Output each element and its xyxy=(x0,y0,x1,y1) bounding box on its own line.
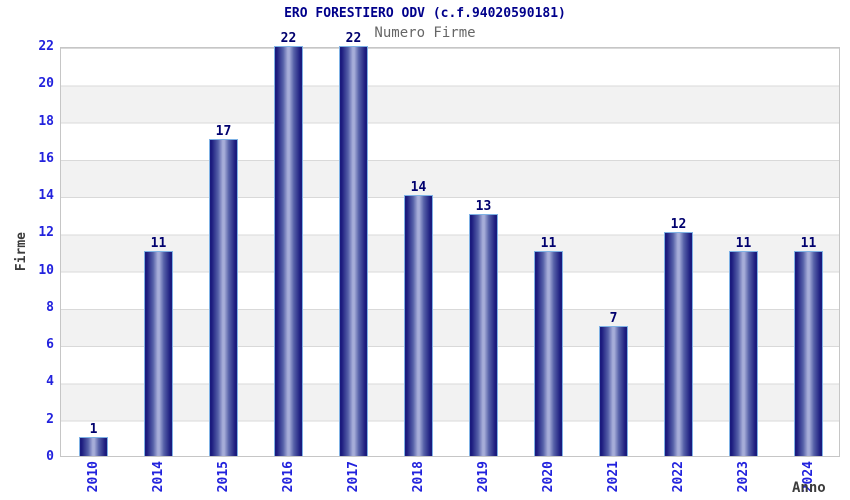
bar-2016 xyxy=(274,46,303,456)
bar-value-label-2019: 13 xyxy=(475,198,492,214)
x-axis-label: Anno xyxy=(792,480,826,496)
x-tick-2019: 2019 xyxy=(451,461,516,499)
y-tick-22: 22 xyxy=(38,39,54,54)
bar-value-label-2017: 22 xyxy=(345,31,362,46)
y-tick-6: 6 xyxy=(46,337,54,353)
y-axis-ticks: 0 2 4 6 8 10 12 14 16 18 20 22 xyxy=(0,39,54,464)
y-tick-2: 2 xyxy=(46,411,54,427)
x-tick-label: 2015 xyxy=(215,461,231,493)
bar-value-label-2020: 11 xyxy=(540,236,557,251)
y-tick-0: 0 xyxy=(46,449,54,464)
bar-2023 xyxy=(729,251,758,456)
bar-value-label-2023: 11 xyxy=(735,236,752,251)
bar-value-label-2016: 22 xyxy=(280,31,297,46)
x-tick-label: 2010 xyxy=(85,461,101,493)
y-tick-16: 16 xyxy=(38,150,54,166)
x-tick-2015: 2015 xyxy=(191,461,256,499)
y-tick-14: 14 xyxy=(38,188,54,204)
x-tick-2022: 2022 xyxy=(646,461,711,499)
y-tick-8: 8 xyxy=(46,299,54,315)
chart-subtitle: Numero Firme xyxy=(374,25,476,41)
x-tick-label: 2019 xyxy=(475,461,491,493)
x-tick-label: 2018 xyxy=(410,461,426,493)
y-tick-18: 18 xyxy=(38,113,54,129)
x-tick-2014: 2014 xyxy=(126,461,191,499)
bar-2014 xyxy=(144,251,173,456)
x-tick-label: 2020 xyxy=(540,461,556,493)
bar-value-label-2018: 14 xyxy=(410,180,427,196)
y-tick-4: 4 xyxy=(46,374,54,390)
x-tick-2010: 2010 xyxy=(61,461,126,499)
y-tick-12: 12 xyxy=(38,225,54,241)
x-tick-label: 2021 xyxy=(605,461,621,493)
bar-2022 xyxy=(664,232,693,456)
bar-value-label-2024: 11 xyxy=(800,236,817,251)
x-tick-2018: 2018 xyxy=(386,461,451,499)
bar-2020 xyxy=(534,251,563,456)
bar-2021 xyxy=(599,325,628,456)
y-tick-10: 10 xyxy=(38,262,54,278)
x-tick-label: 2022 xyxy=(670,461,686,493)
bar-2024 xyxy=(794,251,823,456)
bar-value-label-2014: 11 xyxy=(150,236,167,251)
bar-2017 xyxy=(339,46,368,456)
bar-value-label-2015: 17 xyxy=(215,124,232,140)
plot-area: 1 11 17 22 22 14 13 11 7 12 11 11 xyxy=(60,31,840,457)
x-axis-ticks: 2010 2014 2015 2016 2017 2018 2019 2020 2021 2022… xyxy=(61,461,841,499)
x-tick-2021: 2021 xyxy=(581,461,646,499)
x-tick-label: 2016 xyxy=(280,461,296,493)
bar-2019 xyxy=(469,213,498,456)
bar-2010 xyxy=(79,437,108,456)
bar-2015 xyxy=(209,139,238,456)
chart-title: ERO FORESTIERO ODV (c.f.94020590181) xyxy=(284,6,566,21)
x-tick-2020: 2020 xyxy=(516,461,581,499)
x-tick-2016: 2016 xyxy=(256,461,321,499)
bar-value-label-2010: 1 xyxy=(89,422,98,438)
bar-2018 xyxy=(404,195,433,456)
x-tick-label: 2014 xyxy=(150,461,166,493)
bar-value-label-2022: 12 xyxy=(670,217,687,233)
y-tick-20: 20 xyxy=(38,76,54,92)
x-tick-2023: 2023 xyxy=(711,461,776,499)
bar-value-label-2021: 7 xyxy=(609,310,618,326)
x-tick-label: 2017 xyxy=(345,461,361,493)
x-tick-label: 2023 xyxy=(735,461,751,493)
x-tick-2017: 2017 xyxy=(321,461,386,499)
